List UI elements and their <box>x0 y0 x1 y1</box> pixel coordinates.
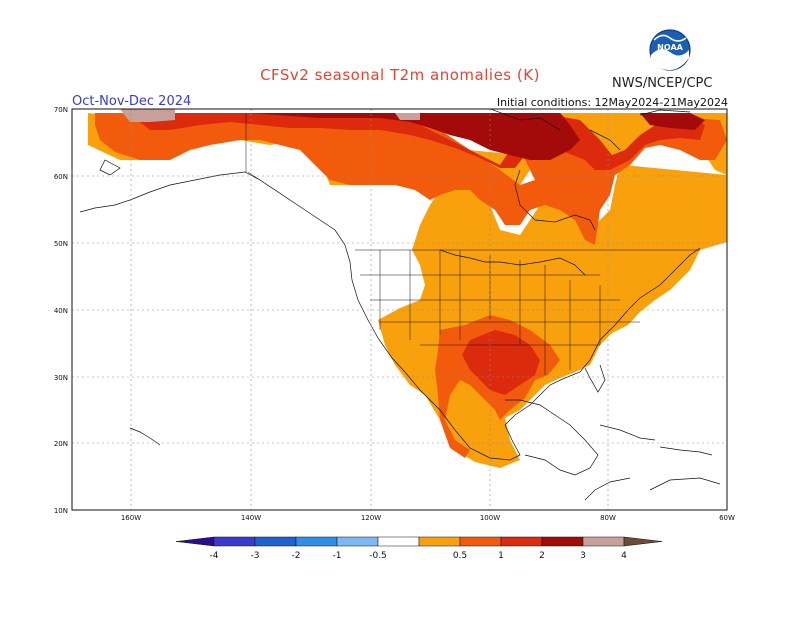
colorbar-label: -3 <box>251 551 260 561</box>
map-title: CFSv2 seasonal T2m anomalies (K) <box>260 66 540 84</box>
colorbar-swatch <box>295 536 338 547</box>
colorbar-label: -0.5 <box>369 551 387 561</box>
colorbar-arrow-high <box>623 536 663 547</box>
initial-conditions-label: Initial conditions: 12May2024-21May2024 <box>496 96 728 109</box>
graticule <box>72 109 727 510</box>
colorbar-label: -2 <box>292 551 301 561</box>
map-frame <box>71 108 728 511</box>
colorbar-label: 3 <box>580 551 586 561</box>
lat-label: 40N <box>54 307 68 315</box>
colorbar-swatch <box>336 536 379 547</box>
anomaly-region-3-4 <box>250 113 580 160</box>
anomaly-field <box>88 109 727 468</box>
colorbar-swatch <box>500 536 543 547</box>
lat-label: 20N <box>54 440 68 448</box>
colorbar-swatch <box>582 536 625 547</box>
lat-label: 30N <box>54 374 68 382</box>
season-label: Oct-Nov-Dec 2024 <box>72 94 192 109</box>
lon-label: 160W <box>121 514 141 522</box>
colorbar-swatch <box>254 536 297 547</box>
lat-label: 60N <box>54 173 68 181</box>
lon-label: 60W <box>719 514 735 522</box>
coastlines <box>79 109 721 501</box>
lat-label: 70N <box>54 106 68 114</box>
colorbar-label: -4 <box>210 551 219 561</box>
lon-label: 80W <box>600 514 616 522</box>
colorbar-label: 0.5 <box>453 551 467 561</box>
lon-label: 100W <box>480 514 500 522</box>
noaa-logo: NOAA <box>649 29 691 71</box>
colorbar-label: 2 <box>539 551 545 561</box>
colorbar-label: 4 <box>621 551 627 561</box>
colorbar-label: -1 <box>333 551 342 561</box>
lon-label: 140W <box>241 514 261 522</box>
colorbar-label: 1 <box>498 551 504 561</box>
colorbar: -4 -3 -2 -1 -0.5 0.5 1 2 3 4 <box>175 536 663 561</box>
anomaly-region-gt4 <box>120 109 175 122</box>
colorbar-swatch <box>418 536 461 547</box>
anomaly-region-3-4-east <box>640 113 705 130</box>
agency-label: NWS/NCEP/CPC <box>612 76 713 91</box>
lat-label: 50N <box>54 240 68 248</box>
lon-axis: 160W 140W 120W 100W 80W 60W <box>121 514 735 522</box>
svg-text:NOAA: NOAA <box>657 43 683 52</box>
anomaly-region-gt4-east <box>395 113 420 120</box>
anomaly-region-2-3-south <box>462 330 540 395</box>
lat-axis: 70N 60N 50N 40N 30N 20N 10N <box>54 106 68 515</box>
colorbar-swatch <box>213 536 256 547</box>
lon-label: 120W <box>361 514 381 522</box>
lat-label: 10N <box>54 507 68 515</box>
colorbar-swatch <box>541 536 584 547</box>
colorbar-arrow-low <box>175 536 215 547</box>
colorbar-swatch <box>459 536 502 547</box>
colorbar-swatch <box>377 536 420 547</box>
